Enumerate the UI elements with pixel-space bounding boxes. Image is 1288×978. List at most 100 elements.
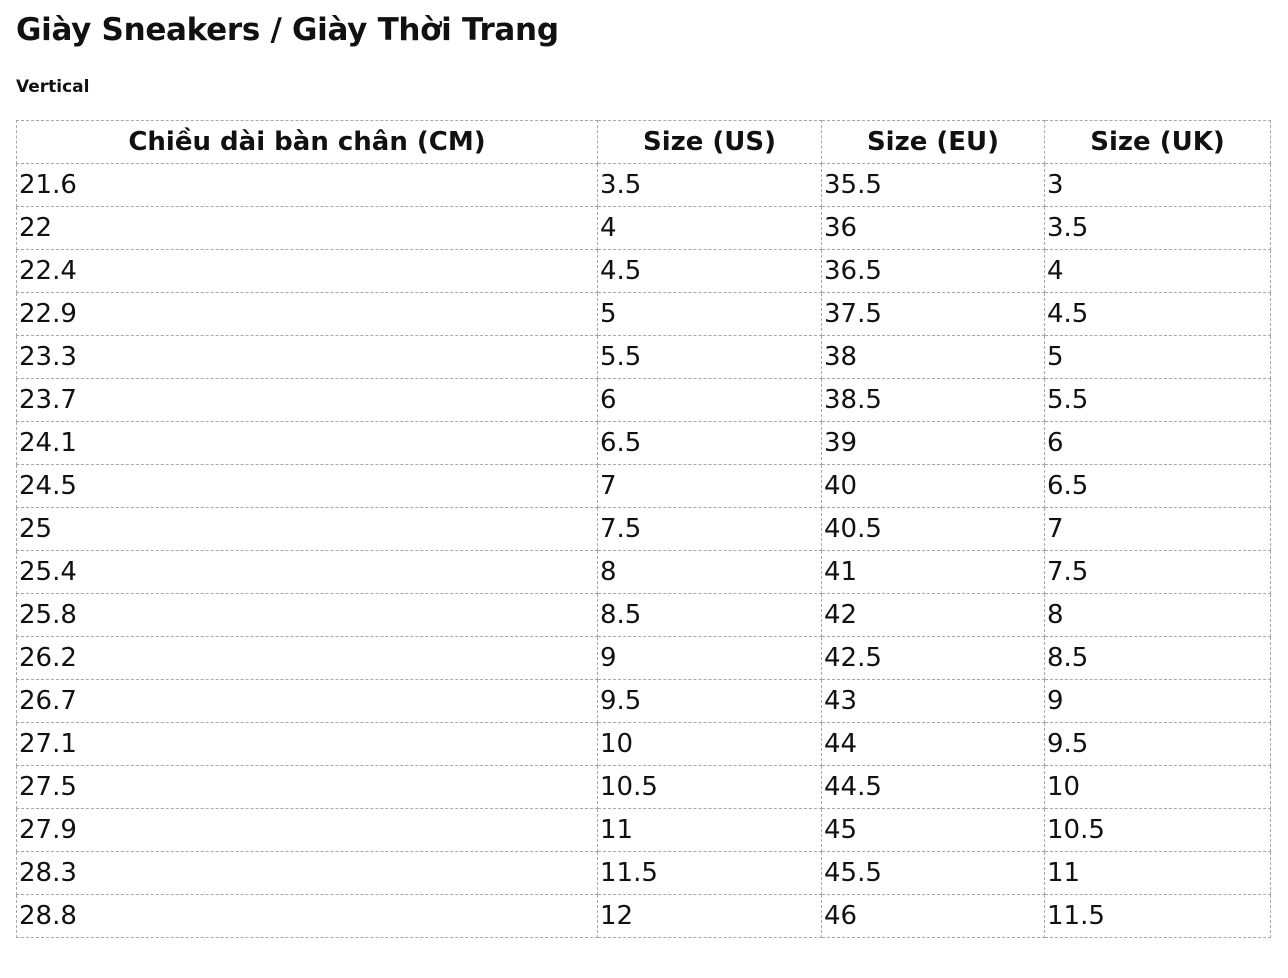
table-cell: 11.5 bbox=[597, 851, 822, 895]
table-cell: 5 bbox=[597, 292, 822, 336]
table-cell: 3.5 bbox=[1044, 206, 1271, 250]
table-cell: 6 bbox=[597, 378, 822, 422]
table-cell: 4.5 bbox=[1044, 292, 1271, 336]
table-cell: 40.5 bbox=[821, 507, 1045, 551]
table-cell: 25 bbox=[16, 507, 598, 551]
table-cell: 12 bbox=[597, 894, 822, 938]
table-row: 28.8 12 46 11.5 bbox=[16, 894, 1271, 938]
table-cell: 42 bbox=[821, 593, 1045, 637]
table-cell: 36.5 bbox=[821, 249, 1045, 293]
table-cell: 27.1 bbox=[16, 722, 598, 766]
column-header: Size (US) bbox=[597, 120, 822, 164]
table-cell: 38.5 bbox=[821, 378, 1045, 422]
table-row: 24.1 6.5 39 6 bbox=[16, 421, 1271, 465]
table-cell: 22.4 bbox=[16, 249, 598, 293]
table-cell: 21.6 bbox=[16, 163, 598, 207]
table-row: 25.8 8.5 42 8 bbox=[16, 593, 1271, 637]
table-cell: 11.5 bbox=[1044, 894, 1271, 938]
table-cell: 5.5 bbox=[597, 335, 822, 379]
table-cell: 6.5 bbox=[597, 421, 822, 465]
table-cell: 4.5 bbox=[597, 249, 822, 293]
table-cell: 22 bbox=[16, 206, 598, 250]
table-cell: 35.5 bbox=[821, 163, 1045, 207]
table-cell: 9.5 bbox=[597, 679, 822, 723]
table-cell: 10 bbox=[597, 722, 822, 766]
table-row: 28.3 11.5 45.5 11 bbox=[16, 851, 1271, 895]
table-cell: 3 bbox=[1044, 163, 1271, 207]
table-cell: 44 bbox=[821, 722, 1045, 766]
table-cell: 7 bbox=[597, 464, 822, 508]
table-cell: 41 bbox=[821, 550, 1045, 594]
table-cell: 46 bbox=[821, 894, 1045, 938]
table-body: 21.6 3.5 35.5 3 22 4 36 3.5 22.4 4.5 36.5 4 22.9 5 37.… bbox=[16, 163, 1271, 938]
table-cell: 28.8 bbox=[16, 894, 598, 938]
page-title: Giày Sneakers / Giày Thời Trang bbox=[16, 12, 559, 48]
table-cell: 8 bbox=[1044, 593, 1271, 637]
table-cell: 5 bbox=[1044, 335, 1271, 379]
table-cell: 3.5 bbox=[597, 163, 822, 207]
table-cell: 8 bbox=[597, 550, 822, 594]
column-header: Size (UK) bbox=[1044, 120, 1271, 164]
table-row: 24.5 7 40 6.5 bbox=[16, 464, 1271, 508]
table-cell: 43 bbox=[821, 679, 1045, 723]
table-cell: 24.5 bbox=[16, 464, 598, 508]
table-cell: 25.4 bbox=[16, 550, 598, 594]
table-cell: 27.5 bbox=[16, 765, 598, 809]
table-cell: 23.7 bbox=[16, 378, 598, 422]
table-cell: 7.5 bbox=[597, 507, 822, 551]
table-cell: 24.1 bbox=[16, 421, 598, 465]
table-cell: 6 bbox=[1044, 421, 1271, 465]
table-row: 27.5 10.5 44.5 10 bbox=[16, 765, 1271, 809]
table-cell: 7.5 bbox=[1044, 550, 1271, 594]
size-table: Chiều dài bàn chân (CM) Size (US) Size (EU… bbox=[16, 120, 1271, 938]
table-cell: 23.3 bbox=[16, 335, 598, 379]
table-row: 21.6 3.5 35.5 3 bbox=[16, 163, 1271, 207]
table-row: 26.2 9 42.5 8.5 bbox=[16, 636, 1271, 680]
column-header: Size (EU) bbox=[821, 120, 1045, 164]
table-row: 23.3 5.5 38 5 bbox=[16, 335, 1271, 379]
table-cell: 45.5 bbox=[821, 851, 1045, 895]
table-head: Chiều dài bàn chân (CM) Size (US) Size (EU… bbox=[16, 120, 1271, 164]
table-row: 22 4 36 3.5 bbox=[16, 206, 1271, 250]
table-cell: 9 bbox=[597, 636, 822, 680]
table-cell: 8.5 bbox=[597, 593, 822, 637]
table-cell: 9 bbox=[1044, 679, 1271, 723]
table-cell: 6.5 bbox=[1044, 464, 1271, 508]
subtitle: Vertical bbox=[16, 77, 90, 97]
table-cell: 28.3 bbox=[16, 851, 598, 895]
table-cell: 10 bbox=[1044, 765, 1271, 809]
table-cell: 9.5 bbox=[1044, 722, 1271, 766]
table-cell: 42.5 bbox=[821, 636, 1045, 680]
table-cell: 44.5 bbox=[821, 765, 1045, 809]
table-cell: 40 bbox=[821, 464, 1045, 508]
table-row: 22.4 4.5 36.5 4 bbox=[16, 249, 1271, 293]
table-row: 25.4 8 41 7.5 bbox=[16, 550, 1271, 594]
table-cell: 22.9 bbox=[16, 292, 598, 336]
table-cell: 25.8 bbox=[16, 593, 598, 637]
table-cell: 39 bbox=[821, 421, 1045, 465]
table-cell: 11 bbox=[1044, 851, 1271, 895]
table-cell: 26.7 bbox=[16, 679, 598, 723]
table-cell: 8.5 bbox=[1044, 636, 1271, 680]
table-row: 26.7 9.5 43 9 bbox=[16, 679, 1271, 723]
table-cell: 4 bbox=[1044, 249, 1271, 293]
header-row: Chiều dài bàn chân (CM) Size (US) Size (EU… bbox=[16, 120, 1271, 164]
column-header: Chiều dài bàn chân (CM) bbox=[16, 120, 598, 164]
table-cell: 38 bbox=[821, 335, 1045, 379]
table-row: 23.7 6 38.5 5.5 bbox=[16, 378, 1271, 422]
table-cell: 10.5 bbox=[1044, 808, 1271, 852]
table-cell: 26.2 bbox=[16, 636, 598, 680]
table-cell: 10.5 bbox=[597, 765, 822, 809]
table-row: 22.9 5 37.5 4.5 bbox=[16, 292, 1271, 336]
table-row: 27.9 11 45 10.5 bbox=[16, 808, 1271, 852]
table-cell: 36 bbox=[821, 206, 1045, 250]
table-cell: 45 bbox=[821, 808, 1045, 852]
table-cell: 4 bbox=[597, 206, 822, 250]
table-cell: 27.9 bbox=[16, 808, 598, 852]
table-cell: 11 bbox=[597, 808, 822, 852]
table-cell: 37.5 bbox=[821, 292, 1045, 336]
table-cell: 7 bbox=[1044, 507, 1271, 551]
table-row: 25 7.5 40.5 7 bbox=[16, 507, 1271, 551]
table-cell: 5.5 bbox=[1044, 378, 1271, 422]
